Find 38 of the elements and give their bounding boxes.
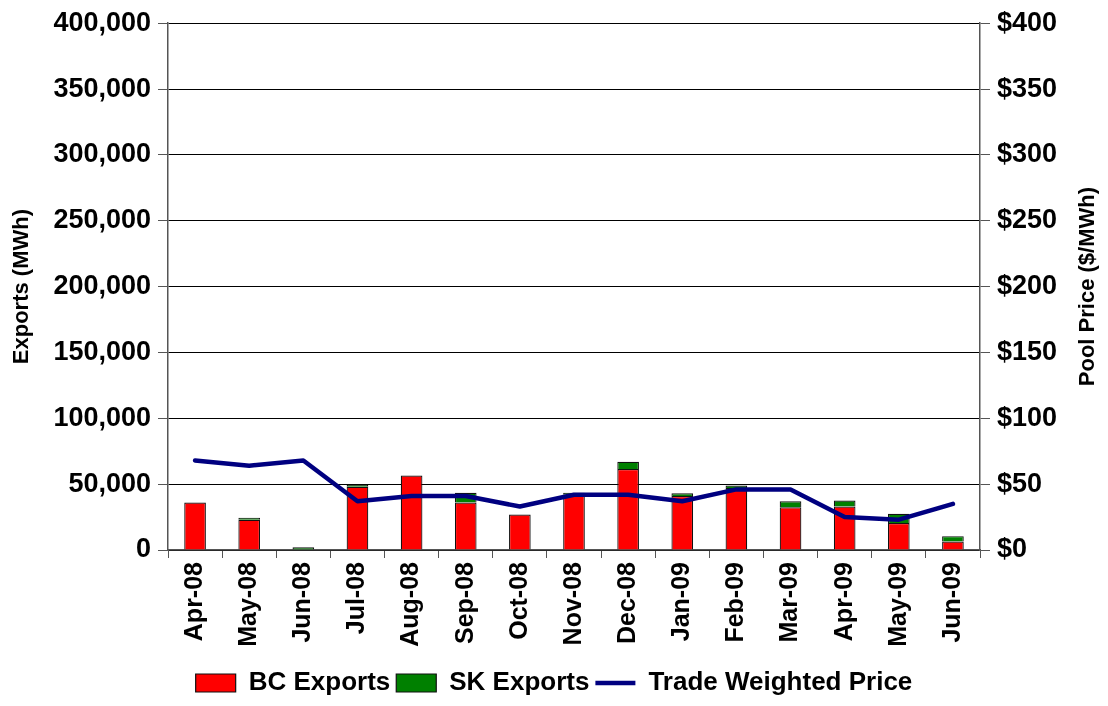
y2-tick-label: $400	[997, 6, 1058, 37]
y2-tick-label: $150	[997, 335, 1058, 366]
legend-label: Trade Weighted Price	[648, 666, 913, 697]
y2-tick-label: $300	[997, 138, 1058, 169]
x-tick-label: Apr-08	[178, 561, 207, 642]
x-tick-label: Mar-09	[774, 562, 803, 643]
y-tick-label: 400,000	[53, 6, 151, 37]
y2-tick-label: $250	[997, 204, 1058, 235]
x-tick-label: Feb-09	[720, 562, 749, 643]
y-tick-label: 0	[135, 533, 151, 564]
y-tick-label: 300,000	[53, 138, 151, 169]
y2-tick-label: $200	[997, 270, 1058, 301]
x-tick-label: Nov-08	[557, 561, 586, 646]
y-tick-label: 150,000	[53, 335, 151, 366]
x-tick-label: Oct-08	[503, 561, 532, 640]
y2-tick-label: $50	[997, 467, 1043, 498]
x-tick-label: Jan-09	[666, 562, 695, 642]
x-tick-label: Sep-08	[449, 561, 478, 644]
y-tick-label: 200,000	[53, 270, 151, 301]
x-tick-label: Jun-09	[936, 562, 965, 643]
y2-axis-title: Pool Price ($/MWh)	[1074, 186, 1100, 387]
y-tick-label: 100,000	[53, 401, 151, 432]
y-axis-title: Exports (MWh)	[8, 209, 34, 365]
x-tick-label: Dec-08	[612, 561, 641, 644]
y2-tick-label: $0	[997, 533, 1028, 564]
legend-label: SK Exports	[449, 666, 590, 697]
x-tick-label: Apr-09	[828, 562, 857, 642]
legend-label: BC Exports	[248, 666, 391, 697]
x-tick-label: May-09	[882, 562, 911, 647]
x-tick-label: Jul-08	[341, 561, 370, 635]
x-tick-label: Aug-08	[395, 561, 424, 647]
y-tick-label: 250,000	[53, 204, 151, 235]
y2-tick-label: $100	[997, 401, 1058, 432]
y-tick-label: 50,000	[68, 467, 151, 498]
x-tick-label: May-08	[233, 561, 262, 647]
y2-tick-label: $350	[997, 72, 1058, 103]
x-tick-label: Jun-08	[287, 561, 316, 643]
y-tick-label: 350,000	[53, 72, 151, 103]
